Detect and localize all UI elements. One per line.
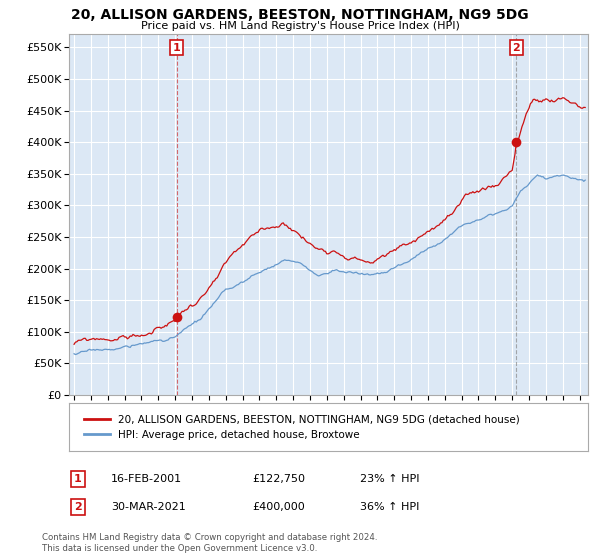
Text: 23% ↑ HPI: 23% ↑ HPI xyxy=(360,474,419,484)
Text: £122,750: £122,750 xyxy=(252,474,305,484)
Text: Contains HM Land Registry data © Crown copyright and database right 2024.
This d: Contains HM Land Registry data © Crown c… xyxy=(42,533,377,553)
Text: 2: 2 xyxy=(74,502,82,512)
Text: £400,000: £400,000 xyxy=(252,502,305,512)
Text: 1: 1 xyxy=(173,43,181,53)
Text: 1: 1 xyxy=(74,474,82,484)
Text: 16-FEB-2001: 16-FEB-2001 xyxy=(111,474,182,484)
Legend: 20, ALLISON GARDENS, BEESTON, NOTTINGHAM, NG9 5DG (detached house), HPI: Average: 20, ALLISON GARDENS, BEESTON, NOTTINGHAM… xyxy=(79,410,524,444)
Text: Price paid vs. HM Land Registry's House Price Index (HPI): Price paid vs. HM Land Registry's House … xyxy=(140,21,460,31)
Text: 30-MAR-2021: 30-MAR-2021 xyxy=(111,502,186,512)
Text: 20, ALLISON GARDENS, BEESTON, NOTTINGHAM, NG9 5DG: 20, ALLISON GARDENS, BEESTON, NOTTINGHAM… xyxy=(71,8,529,22)
Text: 2: 2 xyxy=(512,43,520,53)
Text: 36% ↑ HPI: 36% ↑ HPI xyxy=(360,502,419,512)
